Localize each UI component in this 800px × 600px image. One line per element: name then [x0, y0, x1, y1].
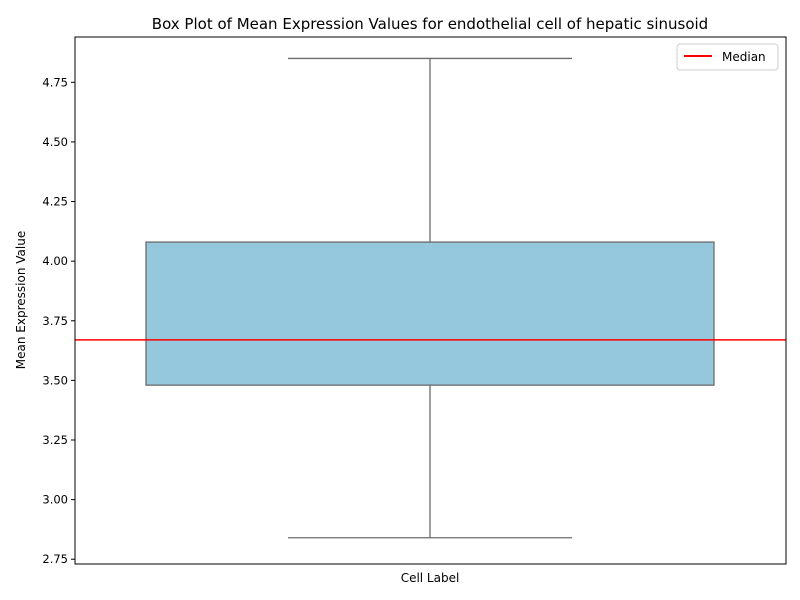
chart-title: Box Plot of Mean Expression Values for e…: [152, 15, 708, 33]
interquartile-box: [145, 241, 715, 386]
axes-frame: [74, 36, 787, 565]
y-tick-label: 4.50: [42, 135, 68, 149]
y-tick-label: 3.75: [42, 314, 68, 328]
y-tick-label: 2.75: [42, 552, 68, 566]
plot-area: [75, 57, 786, 539]
legend-median-label: Median: [722, 50, 766, 64]
y-axis: 2.75 3.00 3.25 3.50 3.75 4.00 4.25 4.50 4.75: [42, 75, 75, 566]
y-axis-label: Mean Expression Value: [14, 231, 28, 369]
y-tick-label: 4.25: [42, 195, 68, 209]
y-tick-label: 4.75: [42, 75, 68, 89]
x-axis-label: Cell Label: [401, 571, 460, 585]
y-tick-label: 3.50: [42, 373, 68, 387]
legend-frame: [676, 43, 779, 71]
legend: Median: [676, 43, 779, 71]
y-tick-label: 3.25: [42, 433, 68, 447]
y-tick-label: 3.00: [42, 493, 68, 507]
y-tick-label: 4.00: [42, 254, 68, 268]
